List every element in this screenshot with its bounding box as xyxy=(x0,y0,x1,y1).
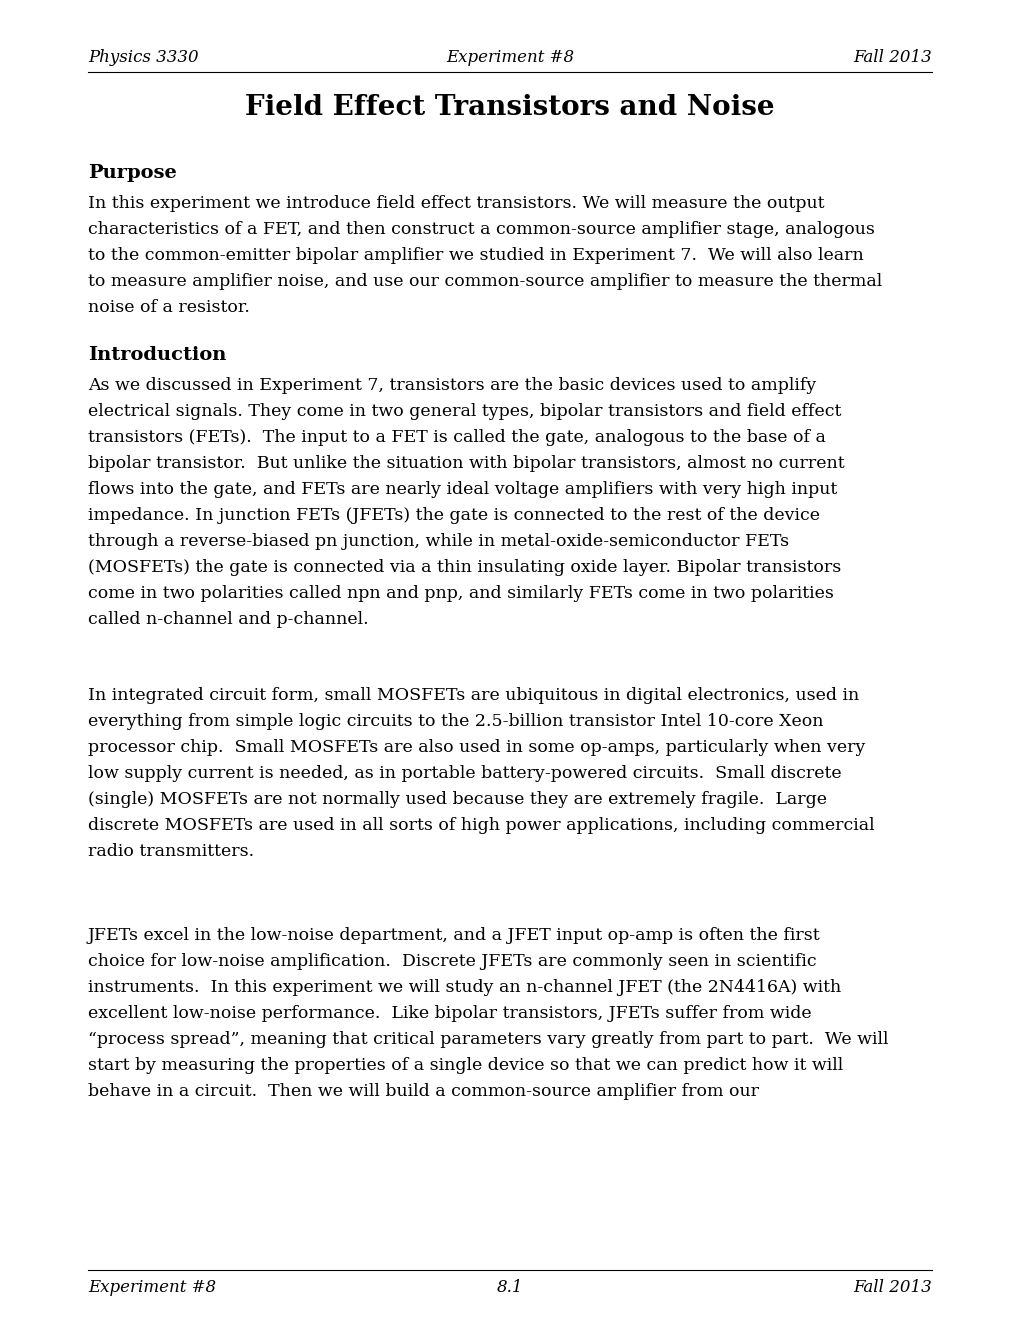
Text: noise of a resistor.: noise of a resistor. xyxy=(88,300,250,315)
Text: radio transmitters.: radio transmitters. xyxy=(88,843,254,861)
Text: processor chip.  Small MOSFETs are also used in some op-amps, particularly when : processor chip. Small MOSFETs are also u… xyxy=(88,739,864,756)
Text: everything from simple logic circuits to the 2.5-billion transistor Intel 10-cor: everything from simple logic circuits to… xyxy=(88,713,822,730)
Text: (MOSFETs) the gate is connected via a thin insulating oxide layer. Bipolar trans: (MOSFETs) the gate is connected via a th… xyxy=(88,558,841,576)
Text: discrete MOSFETs are used in all sorts of high power applications, including com: discrete MOSFETs are used in all sorts o… xyxy=(88,817,873,834)
Text: 8.1: 8.1 xyxy=(496,1279,523,1296)
Text: to the common-emitter bipolar amplifier we studied in Experiment 7.  We will als: to the common-emitter bipolar amplifier … xyxy=(88,247,863,264)
Text: impedance. In junction FETs (JFETs) the gate is connected to the rest of the dev: impedance. In junction FETs (JFETs) the … xyxy=(88,507,819,524)
Text: electrical signals. They come in two general types, bipolar transistors and fiel: electrical signals. They come in two gen… xyxy=(88,403,841,420)
Text: behave in a circuit.  Then we will build a common-source amplifier from our: behave in a circuit. Then we will build … xyxy=(88,1082,758,1100)
Text: bipolar transistor.  But unlike the situation with bipolar transistors, almost n: bipolar transistor. But unlike the situa… xyxy=(88,455,844,473)
Text: Experiment #8: Experiment #8 xyxy=(88,1279,216,1296)
Text: Experiment #8: Experiment #8 xyxy=(445,49,574,66)
Text: (single) MOSFETs are not normally used because they are extremely fragile.  Larg: (single) MOSFETs are not normally used b… xyxy=(88,791,826,808)
Text: come in two polarities called npn and pnp, and similarly FETs come in two polari: come in two polarities called npn and pn… xyxy=(88,585,834,602)
Text: In integrated circuit form, small MOSFETs are ubiquitous in digital electronics,: In integrated circuit form, small MOSFET… xyxy=(88,686,858,704)
Text: instruments.  In this experiment we will study an n-channel JFET (the 2N4416A) w: instruments. In this experiment we will … xyxy=(88,979,841,997)
Text: In this experiment we introduce field effect transistors. We will measure the ou: In this experiment we introduce field ef… xyxy=(88,195,823,213)
Text: excellent low-noise performance.  Like bipolar transistors, JFETs suffer from wi: excellent low-noise performance. Like bi… xyxy=(88,1005,811,1022)
Text: characteristics of a FET, and then construct a common-source amplifier stage, an: characteristics of a FET, and then const… xyxy=(88,220,874,238)
Text: called n-channel and p-channel.: called n-channel and p-channel. xyxy=(88,611,368,628)
Text: Fall 2013: Fall 2013 xyxy=(853,49,931,66)
Text: transistors (FETs).  The input to a FET is called the gate, analogous to the bas: transistors (FETs). The input to a FET i… xyxy=(88,429,825,446)
Text: to measure amplifier noise, and use our common-source amplifier to measure the t: to measure amplifier noise, and use our … xyxy=(88,273,881,290)
Text: flows into the gate, and FETs are nearly ideal voltage amplifiers with very high: flows into the gate, and FETs are nearly… xyxy=(88,480,837,498)
Text: through a reverse-biased pn junction, while in metal-oxide-semiconductor FETs: through a reverse-biased pn junction, wh… xyxy=(88,533,789,550)
Text: Purpose: Purpose xyxy=(88,164,176,182)
Text: As we discussed in Experiment 7, transistors are the basic devices used to ampli: As we discussed in Experiment 7, transis… xyxy=(88,378,815,393)
Text: Physics 3330: Physics 3330 xyxy=(88,49,199,66)
Text: JFETs excel in the low-noise department, and a JFET input op-amp is often the fi: JFETs excel in the low-noise department,… xyxy=(88,927,820,944)
Text: low supply current is needed, as in portable battery-powered circuits.  Small di: low supply current is needed, as in port… xyxy=(88,766,841,781)
Text: Fall 2013: Fall 2013 xyxy=(853,1279,931,1296)
Text: Introduction: Introduction xyxy=(88,346,226,364)
Text: start by measuring the properties of a single device so that we can predict how : start by measuring the properties of a s… xyxy=(88,1057,843,1074)
Text: choice for low-noise amplification.  Discrete JFETs are commonly seen in scienti: choice for low-noise amplification. Disc… xyxy=(88,953,816,970)
Text: “process spread”, meaning that critical parameters vary greatly from part to par: “process spread”, meaning that critical … xyxy=(88,1031,888,1048)
Text: Field Effect Transistors and Noise: Field Effect Transistors and Noise xyxy=(245,94,774,121)
